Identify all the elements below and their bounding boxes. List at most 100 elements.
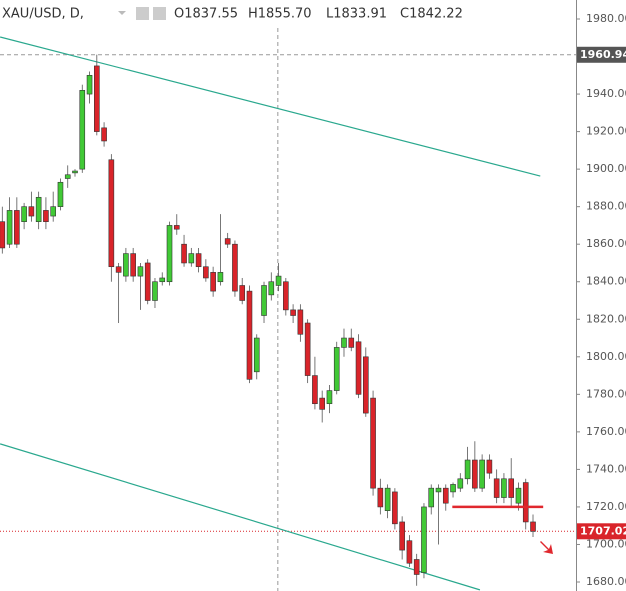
plot-area [0, 28, 576, 591]
candle-body [108, 159, 115, 268]
crosshair-price-tag [577, 46, 626, 63]
candle-body [268, 281, 275, 296]
candle-body [326, 390, 333, 405]
candle-body [501, 478, 507, 498]
candle-body [435, 487, 442, 493]
y-tick-label: 1740.00 [586, 462, 626, 475]
y-tick-label: 1860.00 [586, 237, 626, 250]
candle-body [493, 478, 500, 498]
candle-body [406, 540, 413, 564]
ohlc-high: H1855.70 [248, 7, 312, 22]
candle-body [297, 309, 304, 335]
candle-body [79, 90, 86, 170]
candle-body [428, 487, 435, 508]
candle-body [35, 196, 42, 222]
candle-body [123, 253, 129, 277]
ohlc-low: L1833.91 [326, 7, 387, 22]
candle-body [152, 281, 158, 301]
candle-body [159, 277, 166, 283]
dropdown-icon[interactable] [118, 11, 126, 15]
y-tick-label: 1980.00 [586, 12, 626, 25]
header-bg [0, 0, 470, 28]
candle-body [319, 397, 325, 410]
candle-body [479, 459, 485, 489]
candle-body [399, 521, 405, 551]
candle-body [392, 491, 398, 525]
candle-body [464, 459, 471, 480]
candle-body [203, 266, 209, 279]
candle-body [57, 181, 64, 207]
y-tick-label: 1920.00 [586, 125, 626, 138]
candle-body [442, 487, 449, 504]
y-tick-label: 1720.00 [586, 500, 626, 513]
y-tick-label: 1700.00 [586, 537, 626, 550]
candle-body [28, 206, 35, 217]
candle-body [224, 238, 231, 245]
candle-body [341, 337, 347, 348]
candle-body [210, 272, 216, 292]
candle-body [450, 484, 456, 493]
candle-body [515, 487, 522, 504]
candle-body [246, 290, 253, 380]
candle-body [94, 65, 100, 132]
ohlc-close: C1842.22 [400, 7, 463, 22]
candle-body [384, 487, 391, 511]
candle-body [232, 243, 238, 292]
candle-body [413, 559, 420, 575]
candle-body [522, 482, 529, 523]
candle-body [508, 478, 515, 498]
candle-body [312, 375, 318, 405]
candle-body [64, 174, 71, 179]
candle-body [181, 243, 187, 264]
candle-body [421, 506, 427, 573]
y-tick-label: 1780.00 [586, 387, 626, 400]
candle-body [304, 322, 311, 376]
candle-body [457, 478, 464, 489]
candle-body [6, 210, 13, 245]
trendline [0, 443, 481, 591]
candle-body [472, 459, 478, 489]
candle-body [239, 285, 246, 301]
candle-body [43, 210, 49, 222]
candle-body [130, 253, 136, 277]
candle-body [333, 347, 340, 391]
candle-body [137, 266, 144, 277]
candle-body [195, 253, 202, 268]
candle-body [188, 253, 195, 264]
trendline [0, 36, 541, 177]
y-tick-label: 1800.00 [586, 350, 626, 363]
symbol[interactable]: XAU/USD, D, [2, 7, 84, 22]
candle-body [355, 341, 362, 395]
last-price-tag [577, 523, 626, 540]
y-tick-label: 1880.00 [586, 200, 626, 213]
candle-body [166, 225, 173, 283]
settings-icon[interactable] [153, 7, 166, 20]
y-tick-label: 1940.00 [586, 87, 626, 100]
y-tick-label: 1680.00 [586, 575, 626, 588]
y-tick-label: 1900.00 [586, 162, 626, 175]
candle-body [370, 397, 376, 489]
candle-body [253, 337, 260, 373]
candle-body [101, 127, 107, 142]
candle-body [348, 337, 355, 348]
y-tick-label: 1820.00 [586, 312, 626, 325]
down-arrow-icon [540, 541, 553, 554]
candle-body [21, 206, 27, 222]
candle-body [72, 170, 78, 174]
candle-body [486, 459, 493, 474]
candle-body [283, 281, 289, 311]
candle-body [290, 309, 296, 316]
candle-body [50, 206, 56, 217]
last-price-label: 1707.02 [580, 524, 626, 537]
candle-body [144, 262, 151, 301]
candle-body [217, 272, 224, 283]
eye-icon[interactable] [136, 7, 149, 20]
crosshair-price-label: 1960.94 [580, 48, 626, 61]
candle-body [530, 521, 536, 532]
candle-body [275, 275, 282, 286]
candle-body [115, 266, 122, 273]
ohlc-open: O1837.55 [174, 7, 238, 22]
candle-body [14, 210, 20, 245]
candle-body [377, 487, 384, 508]
